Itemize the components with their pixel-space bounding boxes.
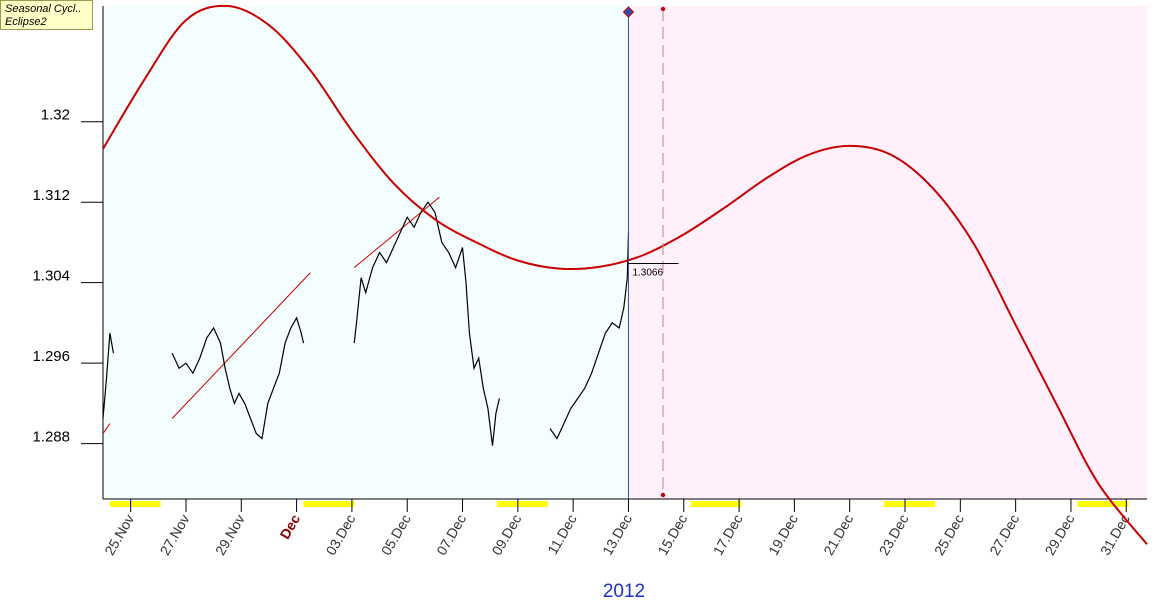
y-tick-label: 1.288: [32, 429, 70, 446]
price-label-group: 1.3066: [628, 263, 679, 279]
x-tick-label: 31.Dec: [1097, 512, 1133, 558]
weekend-bands: [109, 501, 1129, 507]
x-tick-label: 19.Dec: [765, 512, 801, 558]
indicator-legend[interactable]: Seasonal Cycl.. Eclipse2: [0, 0, 93, 30]
x-tick-label: Dec: [276, 511, 303, 541]
x-tick-label: 07.Dec: [433, 512, 469, 558]
x-tick-label: 21.Dec: [820, 512, 856, 558]
price-segment: [549, 232, 630, 440]
legend-line-1: Seasonal Cycl..: [5, 3, 82, 15]
x-tick-label: 13.Dec: [599, 512, 635, 558]
trendlines: [102, 196, 440, 434]
weekend-band: [109, 501, 161, 507]
year-label: 2012: [603, 581, 645, 602]
y-tick-label: 1.304: [32, 268, 70, 285]
weekend-band: [497, 501, 548, 507]
trendline: [102, 423, 111, 434]
x-tick-label: 25.Dec: [931, 512, 967, 558]
x-tick-label: 03.Dec: [322, 512, 358, 558]
y-axis: 1.288 1.296 1.304 1.312 1.32: [32, 6, 104, 499]
x-tick-label: 17.Dec: [710, 512, 746, 558]
seasonal-cycle-line: [102, 4, 1148, 545]
x-tick-label: 09.Dec: [488, 512, 524, 558]
x-tick-label: 27.Nov: [157, 512, 193, 558]
weekend-band: [1077, 501, 1129, 507]
x-tick-label: 11.Dec: [544, 512, 580, 558]
trendline: [171, 272, 311, 419]
x-tick-label: 29.Nov: [212, 512, 248, 558]
weekend-band: [690, 501, 742, 507]
price-label: 1.3066: [632, 268, 663, 279]
price-segment: [102, 332, 114, 419]
x-axis: 25.Nov 27.Nov 29.Nov Dec 03.Dec 05.Dec 07.Dec 0…: [101, 498, 1147, 558]
now-marker-icon[interactable]: [622, 6, 635, 18]
x-tick-label: 05.Dec: [378, 512, 414, 558]
forecast-marker-bottom-icon[interactable]: [660, 492, 666, 498]
price-segment: [353, 201, 500, 446]
x-tick-label: 29.Dec: [1042, 512, 1078, 558]
legend-line-2: Eclipse2: [5, 16, 47, 28]
y-tick-label: 1.312: [32, 187, 70, 204]
x-tick-label: 25.Nov: [101, 512, 137, 558]
forecast-background: [628, 6, 1147, 499]
y-tick-label: 1.32: [41, 107, 70, 124]
y-tick-label: 1.296: [32, 348, 70, 365]
forecast-marker-top-icon[interactable]: [660, 6, 666, 12]
x-tick-label: 15.Dec: [654, 512, 690, 558]
price-segment: [171, 316, 305, 440]
trendline: [353, 196, 440, 268]
weekend-band: [884, 501, 935, 507]
weekend-band: [303, 501, 355, 507]
history-background: [103, 6, 629, 499]
x-tick-label: 23.Dec: [876, 512, 912, 558]
x-tick-label: 27.Dec: [986, 512, 1022, 558]
price-series: [102, 201, 630, 446]
